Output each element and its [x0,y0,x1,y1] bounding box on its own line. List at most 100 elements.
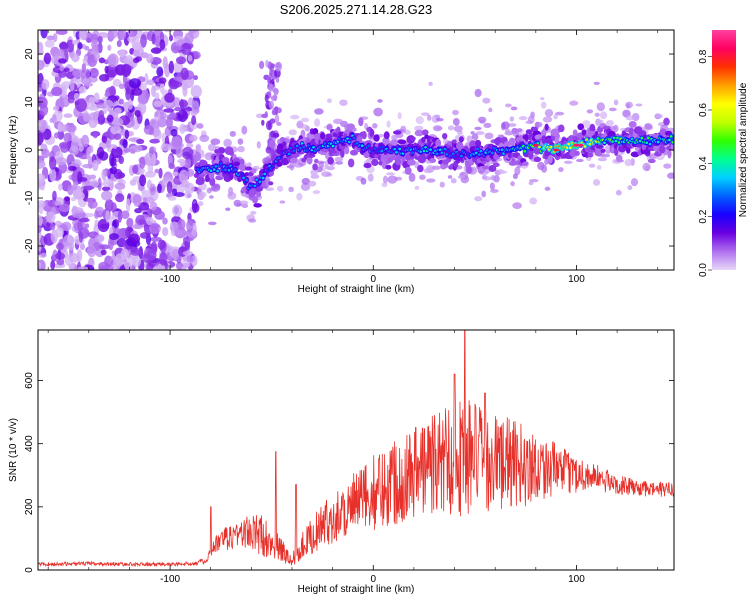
heatmap-noise-cell [124,129,130,140]
heatmap-noise-cell [52,105,60,111]
heatmap-halo-cell [360,177,367,185]
heatmap-band-cell [589,123,596,133]
heatmap-band-cell [281,141,287,147]
heatmap-noise-cell [112,144,118,149]
heatmap-noise-cell [172,248,180,261]
heatmap-band-cell [196,176,205,185]
heatmap-spike-cell [268,100,275,109]
heatmap-noise-cell [171,136,183,151]
heatmap-ridge-core [490,151,494,155]
heatmap-noise-cell [82,227,88,238]
heatmap-halo-cell [197,201,204,207]
colorbar-tick-label: 0.2 [698,209,709,223]
heatmap-noise-cell [177,218,186,231]
spectrogram-y-tick-label: 0 [24,147,35,153]
heatmap-noise-cell [84,82,94,87]
heatmap-band-cell [291,157,298,164]
heatmap-hotspot [532,143,539,147]
heatmap-noise-cell [94,210,99,219]
heatmap-halo-cell [196,123,204,129]
heatmap-halo-cell [419,174,426,180]
heatmap-noise-cell [90,33,99,45]
spectrogram-y-tick-label: 10 [24,96,35,108]
heatmap-ridge-core [305,149,309,152]
heatmap-band-cell [327,156,334,165]
heatmap-band-cell [555,133,561,139]
heatmap-band-cell [214,149,219,154]
heatmap-halo-cell [477,116,487,124]
heatmap-halo-cell [593,81,600,85]
heatmap-halo-cell [592,179,601,186]
heatmap-halo-cell [512,173,518,180]
heatmap-noise-cell [105,210,110,223]
heatmap-halo-cell [397,112,402,120]
heatmap-halo-cell [373,107,383,117]
heatmap-halo-cell [474,126,482,131]
heatmap-band-cell [435,138,442,148]
heatmap-halo-cell [288,186,294,193]
heatmap-noise-cell [54,156,67,166]
heatmap-noise-cell [149,146,157,154]
heatmap-noise-cell [135,56,143,62]
heatmap-halo-cell [296,192,303,201]
heatmap-noise-cell [146,79,155,86]
heatmap-noise-cell [112,78,122,87]
heatmap-noise-cell [82,163,94,169]
heatmap-band-cell [361,130,367,140]
heatmap-band-cell [522,161,529,167]
heatmap-noise-cell [71,39,80,45]
heatmap-halo-cell [279,200,286,204]
heatmap-spike-cell [275,61,283,72]
heatmap-halo-cell [237,145,245,153]
heatmap-band-cell [475,139,482,147]
heatmap-noise-cell [58,183,63,191]
heatmap-band-cell [389,139,399,145]
heatmap-band-cell [557,124,565,133]
heatmap-noise-cell [183,237,194,242]
heatmap-halo-cell [488,107,493,113]
heatmap-halo-cell [408,172,416,182]
heatmap-noise-cell [108,236,114,251]
heatmap-noise-cell [118,83,125,90]
heatmap-ridge-core [219,162,223,165]
heatmap-halo-cell [471,133,479,140]
heatmap-halo-cell [497,134,503,138]
snr-frame [37,329,675,571]
heatmap-noise-cell [122,139,128,149]
heatmap-noise-cell [182,83,188,97]
heatmap-band-cell [442,132,448,140]
heatmap-noise-cell [71,207,84,214]
snr-background [38,330,674,570]
heatmap-band-cell [595,144,604,149]
heatmap-noise-cell [162,227,169,237]
heatmap-halo-cell [420,112,430,116]
heatmap-noise-cell [163,108,175,113]
heatmap-noise-cell [72,70,84,78]
heatmap-band-cell [369,128,375,138]
heatmap-halo-cell [372,123,378,129]
heatmap-noise-cell [56,242,64,251]
heatmap-halo-cell [198,191,207,198]
heatmap-band-cell [385,164,392,170]
heatmap-noise-cell [149,236,162,242]
heatmap-halo-cell [439,181,445,188]
heatmap-spike-cell [264,111,268,117]
heatmap-noise-cell [173,76,182,81]
heatmap-ridge-core [367,144,371,148]
heatmap-ridge-core [549,145,553,149]
heatmap-noise-cell [107,53,119,68]
heatmap-halo-cell [594,112,600,117]
heatmap-band-cell [647,158,656,164]
heatmap-noise-cell [51,86,63,97]
heatmap-ridge-core [422,149,426,153]
heatmap-halo-cell [199,134,210,143]
heatmap-band-cell [587,152,594,158]
heatmap-halo-cell [654,113,664,119]
heatmap-halo-cell [209,195,214,199]
heatmap-ridge-core [565,146,569,149]
heatmap-noise-cell [63,67,70,72]
spectrogram-y-tick-label: -10 [24,190,35,205]
heatmap-noise-cell [168,34,174,42]
heatmap-band-cell [325,136,333,142]
heatmap-halo-cell [312,190,321,195]
